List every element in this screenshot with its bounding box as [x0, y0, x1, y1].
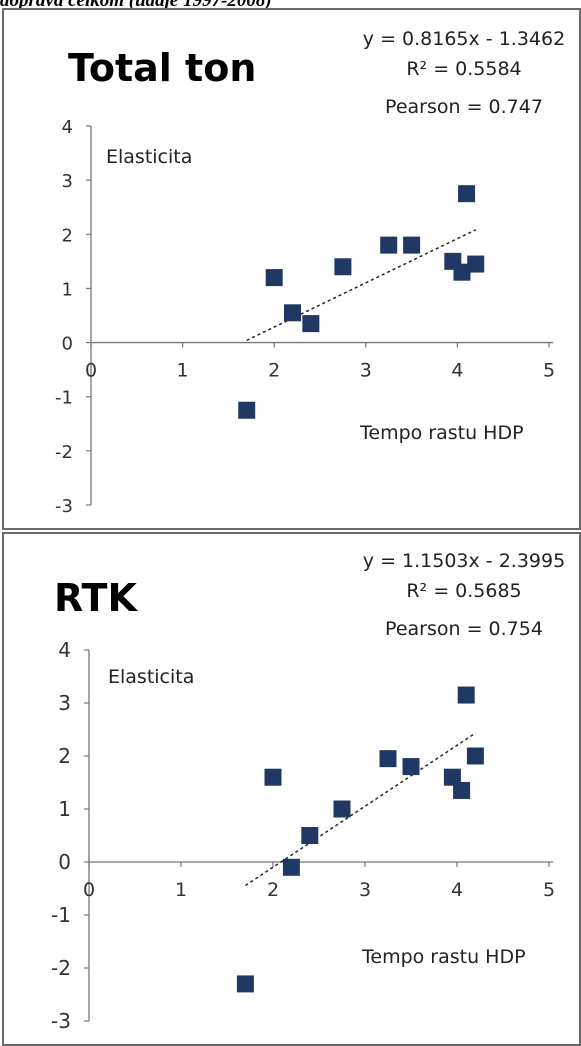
- y-tick-label: 0: [62, 334, 73, 355]
- y-tick-label: 0: [58, 850, 71, 874]
- y-tick-label: -3: [55, 496, 73, 517]
- chart-title: Total ton: [68, 46, 257, 90]
- data-point: [402, 758, 420, 776]
- trendline: [244, 732, 476, 887]
- data-point: [403, 236, 421, 254]
- y-tick-label: 2: [58, 744, 71, 768]
- trendline-equation: y = 1.1503x - 2.3995: [362, 550, 566, 572]
- y-tick-label: 3: [62, 171, 73, 192]
- y-tick-label: 4: [62, 117, 73, 138]
- data-point: [453, 781, 471, 799]
- y-axis-label: Elasticita: [106, 146, 193, 168]
- scatter-plot-total-ton: 4 3 2 1 0 -1 -2 -3 0 1 2 3 4 5: [55, 117, 555, 517]
- pearson-label: Pearson = 0.747: [385, 96, 543, 118]
- chart-panel-rtk: 4 3 2 1 0 -1 -2 -3 0 1 2 3 4 5 RTK y = 1.1503x - 2.39…: [2, 532, 581, 1046]
- x-tick-label: 3: [359, 879, 371, 901]
- data-point: [334, 258, 352, 276]
- y-tick-label: 1: [62, 279, 73, 300]
- x-tick-label: 5: [543, 879, 555, 901]
- data-point: [236, 975, 254, 993]
- chart-title: RTK: [54, 576, 137, 620]
- x-tick-label: 2: [268, 360, 280, 382]
- y-tick-label: -1: [55, 388, 73, 409]
- data-point: [265, 269, 283, 287]
- x-tick-label: 3: [360, 360, 372, 382]
- x-axis-label: Tempo rastu HDP: [362, 946, 526, 968]
- trendline: [246, 229, 477, 341]
- data-point: [264, 768, 282, 786]
- data-point: [443, 768, 461, 786]
- y-tick-label: -1: [51, 903, 71, 927]
- data-point: [301, 827, 319, 844]
- x-tick-label: 4: [451, 360, 463, 382]
- data-point: [380, 236, 398, 254]
- trendline-equation: y = 0.8165x - 1.3462: [362, 28, 566, 50]
- y-tick-label: 1: [58, 797, 71, 821]
- x-tick-label: 0: [83, 879, 95, 901]
- data-point: [467, 255, 485, 273]
- x-tick-label: 5: [543, 360, 555, 382]
- pearson-label: Pearson = 0.754: [385, 618, 543, 640]
- data-point: [466, 747, 484, 765]
- y-tick-label: 3: [58, 691, 71, 715]
- data-point: [282, 858, 300, 876]
- r-squared-label: R² = 0.5584: [406, 58, 522, 80]
- data-point: [453, 263, 471, 281]
- figure-caption: doprava celkom (údaje 1997-2008): [0, 0, 272, 11]
- x-tick-label: 1: [175, 879, 187, 901]
- y-tick-label: 4: [58, 638, 71, 662]
- data-point: [379, 750, 397, 768]
- data-point: [458, 185, 476, 203]
- y-tick-label: -3: [51, 1009, 71, 1033]
- x-tick-label: 1: [177, 360, 189, 382]
- x-tick-label: 0: [85, 360, 97, 382]
- data-point: [333, 800, 351, 818]
- y-tick-label: -2: [51, 956, 71, 980]
- data-point: [302, 315, 320, 333]
- scatter-plot-rtk: 4 3 2 1 0 -1 -2 -3 0 1 2 3 4 5: [51, 638, 555, 1033]
- r-squared-label: R² = 0.5685: [406, 580, 522, 602]
- y-axis-label: Elasticita: [108, 666, 195, 688]
- data-point: [457, 686, 475, 704]
- x-tick-label: 2: [267, 879, 279, 901]
- data-point: [284, 304, 302, 322]
- data-point: [238, 401, 256, 419]
- y-tick-label: -2: [55, 442, 73, 463]
- y-tick-label: 2: [62, 225, 73, 246]
- chart-panel-total-ton: 4 3 2 1 0 -1 -2 -3 0 1 2 3 4 5 Total ton y = 0.8165x …: [2, 8, 581, 530]
- x-tick-label: 4: [451, 879, 463, 901]
- x-axis-label: Tempo rastu HDP: [360, 422, 524, 444]
